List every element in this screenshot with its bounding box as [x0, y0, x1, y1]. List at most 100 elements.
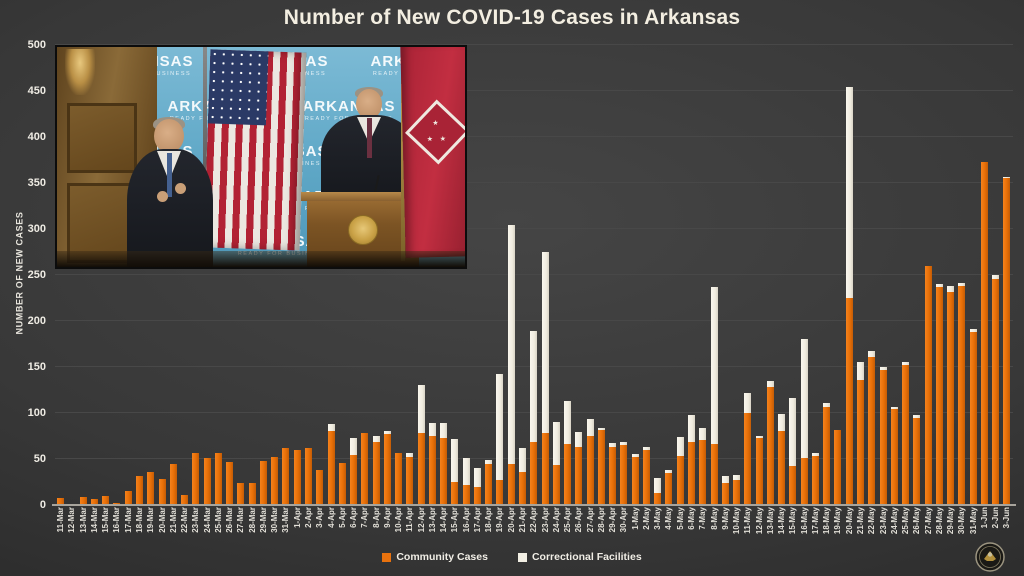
bar-correctional — [958, 283, 966, 287]
x-label-slot: 21-Apr — [517, 507, 528, 547]
x-tick-label: 19-May — [833, 507, 843, 535]
bar-community — [834, 429, 842, 505]
bar-community — [969, 332, 977, 505]
bar-correctional — [428, 423, 436, 436]
bar-correctional — [688, 414, 695, 443]
x-label-slot: 3-May — [652, 507, 663, 547]
x-label-slot: 28-May — [934, 507, 945, 547]
bar-slot — [663, 45, 674, 505]
y-tick-label: 500 — [27, 39, 46, 51]
x-label-slot: 20-May — [844, 507, 855, 547]
bar-community — [90, 498, 98, 505]
bar-correctional — [710, 286, 718, 445]
bar-slot — [269, 45, 280, 505]
x-label-slot: 29-Apr — [607, 507, 618, 547]
x-tick-label: 4-Apr — [326, 507, 336, 528]
bar-correctional — [665, 470, 673, 473]
gridline — [55, 228, 1013, 229]
bar-community — [304, 447, 312, 505]
legend-label-correctional: Correctional Facilities — [531, 551, 642, 563]
bar-community — [383, 434, 391, 505]
bar-slot — [720, 45, 731, 505]
x-tick-label: 8-Apr — [371, 507, 381, 528]
x-label-slot: 21-Mar — [168, 507, 179, 547]
bar-slot — [438, 45, 449, 505]
x-label-slot: 23-Mar — [190, 507, 201, 547]
x-tick-label: 21-May — [855, 507, 865, 535]
x-label-slot: 21-May — [855, 507, 866, 547]
bar-community — [552, 465, 560, 505]
bar-slot — [844, 45, 855, 505]
x-tick-label: 15-Mar — [101, 507, 111, 533]
bar-community — [755, 437, 763, 505]
x-label-slot: 25-May — [900, 507, 911, 547]
bar-community — [293, 449, 301, 505]
bar-community — [237, 482, 245, 505]
bar-slot — [765, 45, 776, 505]
podium-top — [301, 192, 425, 201]
bar-correctional — [473, 468, 481, 487]
x-tick-label: 8-May — [709, 507, 719, 530]
bar-slot — [461, 45, 472, 505]
x-tick-label: 31-Mar — [281, 507, 291, 533]
bar-slot — [449, 45, 460, 505]
bar-slot — [359, 45, 370, 505]
x-label-slot: 12-Apr — [416, 507, 427, 547]
bar-community — [530, 442, 538, 505]
bar-correctional — [868, 351, 876, 357]
x-label-slot: 22-Apr — [528, 507, 539, 547]
bar-community — [575, 447, 583, 505]
bar-community — [609, 447, 617, 505]
bar-correctional — [597, 427, 605, 430]
bar-slot — [314, 45, 325, 505]
bar-correctional — [620, 442, 628, 446]
bar-correctional — [462, 458, 470, 485]
bar-community — [79, 496, 87, 505]
x-tick-label: 12-Apr — [416, 507, 426, 533]
x-label-slot: 18-Apr — [483, 507, 494, 547]
bar-community — [845, 298, 853, 505]
bar-slot — [348, 45, 359, 505]
x-label-slot: 16-Apr — [461, 507, 472, 547]
state-seal-icon — [975, 542, 1005, 572]
x-label-slot: 17-Mar — [123, 507, 134, 547]
x-label-slot: 19-May — [832, 507, 843, 547]
x-tick-label: 16-May — [799, 507, 809, 535]
bar-community — [823, 406, 831, 505]
bar-correctional — [552, 422, 560, 466]
bar-community — [980, 161, 988, 505]
x-label-slot: 29-Mar — [258, 507, 269, 547]
x-tick-label: 15-May — [788, 507, 798, 535]
bar-slot — [810, 45, 821, 505]
bar-community — [744, 413, 752, 505]
bar-community — [135, 476, 143, 505]
bar-correctional — [507, 225, 515, 464]
x-tick-label: 4-May — [664, 507, 674, 530]
bar-correctional — [530, 331, 538, 443]
bar-community — [327, 431, 335, 505]
bar-community — [654, 493, 662, 505]
bar-community — [507, 463, 515, 505]
y-tick-label: 300 — [27, 223, 46, 235]
bar-community — [226, 461, 234, 505]
x-label-slot: 30-Apr — [618, 507, 629, 547]
bar-community — [902, 365, 910, 505]
bar-slot — [224, 45, 235, 505]
bar-correctional — [541, 252, 549, 434]
x-label-slot: 19-Mar — [145, 507, 156, 547]
bar-slot — [325, 45, 336, 505]
x-tick-label: 1-Jun — [979, 507, 989, 529]
bar-slot — [776, 45, 787, 505]
x-label-slot: 13-Apr — [427, 507, 438, 547]
bar-slot — [787, 45, 798, 505]
x-tick-label: 25-May — [901, 507, 911, 535]
x-tick-label: 3-Jun — [1002, 507, 1012, 529]
x-tick-label: 22-Apr — [529, 507, 539, 533]
bar-slot — [877, 45, 888, 505]
bar-correctional — [519, 447, 527, 472]
x-label-slot: 16-May — [799, 507, 810, 547]
bar-community — [473, 486, 481, 505]
bar-slot — [889, 45, 900, 505]
bar-slot — [179, 45, 190, 505]
